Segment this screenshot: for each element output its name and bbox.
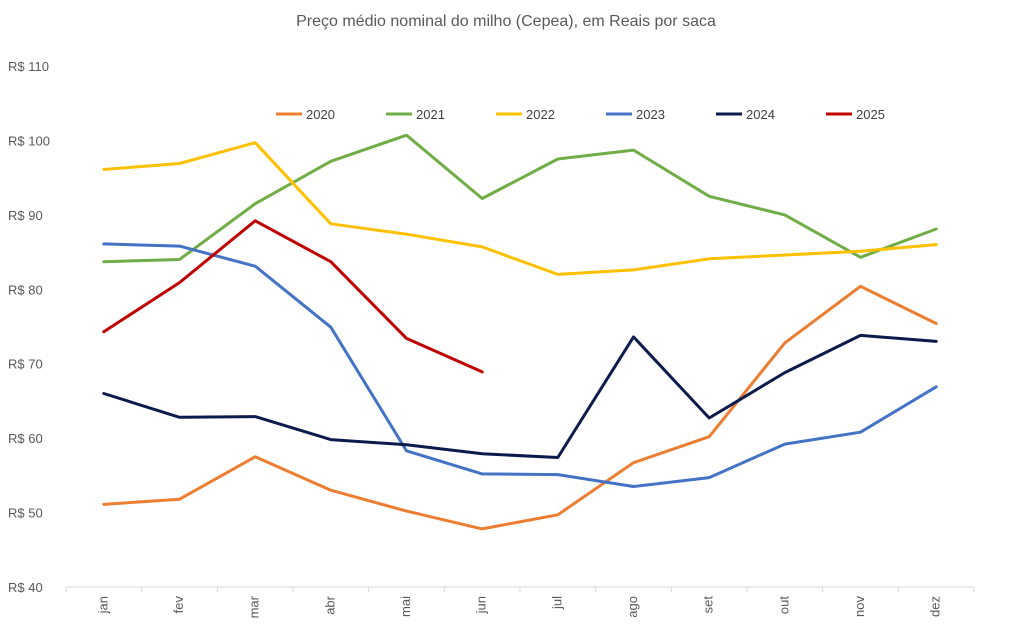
legend-label: 2022 <box>526 107 555 122</box>
y-tick-label: R$ 50 <box>8 506 43 521</box>
chart-title: Preço médio nominal do milho (Cepea), em… <box>296 13 716 30</box>
x-tick-label: ago <box>625 596 640 618</box>
x-tick-label: set <box>701 596 716 614</box>
series-line-2024 <box>102 333 938 459</box>
y-tick-label: R$ 60 <box>8 431 43 446</box>
x-tick-label: mar <box>247 595 262 618</box>
x-axis: jan fev mar abr mai jun jul ago set out nov dez <box>65 586 975 618</box>
series-line-2023 <box>102 242 938 488</box>
series-lines <box>102 133 938 531</box>
legend-item-2021: 2021 <box>386 107 445 122</box>
series-line-2025 <box>102 219 484 374</box>
y-tick-label: R$ 40 <box>8 580 43 595</box>
x-tick-label: jul <box>549 596 564 610</box>
y-tick-label: R$ 100 <box>8 133 50 148</box>
legend-item-2022: 2022 <box>496 107 555 122</box>
series-line-2022 <box>102 141 938 276</box>
y-tick-label: R$ 90 <box>8 208 43 223</box>
x-tick-label: out <box>776 596 791 614</box>
x-tick-label: dez <box>928 596 943 617</box>
legend-item-2025: 2025 <box>826 107 885 122</box>
x-tick-label: abr <box>322 595 337 614</box>
series-line-2020 <box>102 284 938 531</box>
x-tick-label: nov <box>852 596 867 617</box>
x-tick-label: mai <box>398 596 413 617</box>
y-tick-label: R$ 110 <box>8 59 49 74</box>
series-line-2021 <box>102 133 938 264</box>
x-tick-label: fev <box>171 596 186 614</box>
legend-label: 2021 <box>416 107 445 122</box>
legend-label: 2023 <box>636 107 665 122</box>
legend-label: 2020 <box>306 107 335 122</box>
legend-label: 2025 <box>856 107 885 122</box>
y-tick-label: R$ 70 <box>8 357 43 372</box>
y-tick-label: R$ 80 <box>8 282 43 297</box>
legend-label: 2024 <box>746 107 775 122</box>
legend: 2020 2021 2022 2023 2024 2025 <box>276 107 885 122</box>
x-tick-label: jan <box>95 596 110 614</box>
x-tick-label: jun <box>474 596 489 614</box>
legend-item-2023: 2023 <box>606 107 665 122</box>
y-axis: R$ 40 R$ 50 R$ 60 R$ 70 R$ 80 R$ 90 R$ 100 R$ 1… <box>8 59 50 595</box>
legend-item-2020: 2020 <box>276 107 335 122</box>
legend-item-2024: 2024 <box>716 107 775 122</box>
